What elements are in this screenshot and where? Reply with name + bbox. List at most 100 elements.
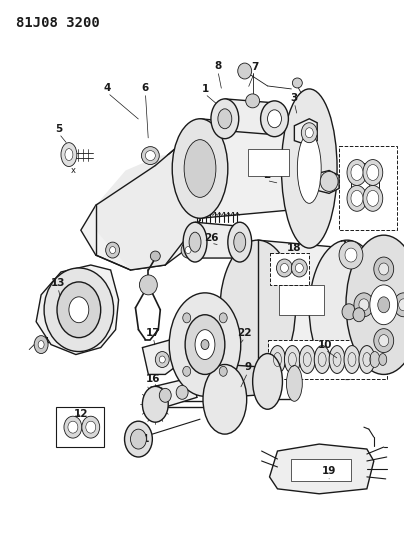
Ellipse shape xyxy=(218,109,232,129)
Bar xyxy=(279,285,324,315)
Text: 81J08 3200: 81J08 3200 xyxy=(16,17,100,30)
Polygon shape xyxy=(195,222,240,258)
Ellipse shape xyxy=(329,345,345,374)
Ellipse shape xyxy=(145,151,156,160)
Ellipse shape xyxy=(61,143,77,166)
Bar xyxy=(56,407,104,447)
Polygon shape xyxy=(143,337,185,375)
Ellipse shape xyxy=(354,293,374,317)
Ellipse shape xyxy=(286,366,302,401)
Text: 23: 23 xyxy=(375,293,390,303)
Ellipse shape xyxy=(347,185,367,211)
Ellipse shape xyxy=(176,385,188,399)
Ellipse shape xyxy=(64,416,82,438)
Text: 21: 21 xyxy=(198,343,212,352)
Polygon shape xyxy=(294,119,317,146)
Bar xyxy=(268,340,387,379)
Ellipse shape xyxy=(172,119,228,218)
Polygon shape xyxy=(81,149,200,270)
Ellipse shape xyxy=(299,345,315,374)
Ellipse shape xyxy=(253,353,282,409)
Ellipse shape xyxy=(359,299,369,311)
Ellipse shape xyxy=(314,345,330,374)
Ellipse shape xyxy=(68,421,78,433)
Ellipse shape xyxy=(159,389,171,402)
Ellipse shape xyxy=(156,352,169,367)
Text: 18: 18 xyxy=(287,243,302,253)
Ellipse shape xyxy=(379,335,389,346)
Ellipse shape xyxy=(141,196,160,220)
Ellipse shape xyxy=(143,386,168,422)
Ellipse shape xyxy=(353,308,365,322)
Ellipse shape xyxy=(38,341,44,349)
Ellipse shape xyxy=(367,190,379,206)
Ellipse shape xyxy=(370,352,380,367)
Ellipse shape xyxy=(125,421,152,457)
Ellipse shape xyxy=(115,166,185,250)
Text: 6: 6 xyxy=(142,83,149,93)
Ellipse shape xyxy=(284,345,301,374)
Ellipse shape xyxy=(347,159,367,185)
Ellipse shape xyxy=(277,259,292,277)
Ellipse shape xyxy=(394,293,405,317)
Ellipse shape xyxy=(234,232,246,252)
Text: 14: 14 xyxy=(36,337,50,346)
Ellipse shape xyxy=(363,159,383,185)
Ellipse shape xyxy=(86,421,96,433)
Ellipse shape xyxy=(201,340,209,350)
Ellipse shape xyxy=(297,134,321,203)
Ellipse shape xyxy=(342,304,356,320)
Ellipse shape xyxy=(169,293,241,397)
Ellipse shape xyxy=(183,222,207,262)
Text: 24: 24 xyxy=(354,308,368,318)
Text: 10: 10 xyxy=(318,340,333,350)
Ellipse shape xyxy=(320,172,338,191)
Ellipse shape xyxy=(44,268,114,352)
Ellipse shape xyxy=(189,232,201,252)
Bar xyxy=(339,146,396,230)
Ellipse shape xyxy=(65,149,73,160)
Polygon shape xyxy=(351,163,379,196)
Ellipse shape xyxy=(351,165,363,181)
Text: 19: 19 xyxy=(322,466,336,476)
Ellipse shape xyxy=(359,345,375,374)
Ellipse shape xyxy=(106,242,119,258)
Ellipse shape xyxy=(370,285,398,325)
Ellipse shape xyxy=(292,78,302,88)
Text: 25: 25 xyxy=(362,171,377,181)
Ellipse shape xyxy=(203,365,247,434)
Ellipse shape xyxy=(301,123,317,143)
Ellipse shape xyxy=(139,275,157,295)
Ellipse shape xyxy=(268,110,281,128)
Text: 1: 1 xyxy=(201,84,209,94)
Ellipse shape xyxy=(346,235,405,375)
Ellipse shape xyxy=(374,257,394,281)
Text: 26: 26 xyxy=(204,233,218,243)
Text: 7: 7 xyxy=(251,62,258,72)
Text: 20: 20 xyxy=(339,240,353,250)
Ellipse shape xyxy=(57,282,101,337)
Bar xyxy=(248,149,290,176)
Ellipse shape xyxy=(374,329,394,352)
Ellipse shape xyxy=(281,89,337,248)
Polygon shape xyxy=(225,365,268,397)
Polygon shape xyxy=(270,444,374,494)
Ellipse shape xyxy=(378,297,390,313)
Ellipse shape xyxy=(367,165,379,181)
Text: 17: 17 xyxy=(146,328,161,337)
Polygon shape xyxy=(258,240,347,377)
Ellipse shape xyxy=(344,345,360,374)
Ellipse shape xyxy=(345,248,357,262)
Ellipse shape xyxy=(351,190,363,206)
Polygon shape xyxy=(200,119,309,218)
Ellipse shape xyxy=(181,242,195,258)
Text: 3: 3 xyxy=(291,93,298,103)
Text: 8: 8 xyxy=(214,61,222,71)
Text: 13: 13 xyxy=(51,278,65,288)
Text: 22: 22 xyxy=(237,328,252,337)
Polygon shape xyxy=(309,171,339,193)
Ellipse shape xyxy=(291,259,307,277)
Ellipse shape xyxy=(211,99,239,139)
Text: 4: 4 xyxy=(104,83,111,93)
Text: 11: 11 xyxy=(136,434,151,444)
